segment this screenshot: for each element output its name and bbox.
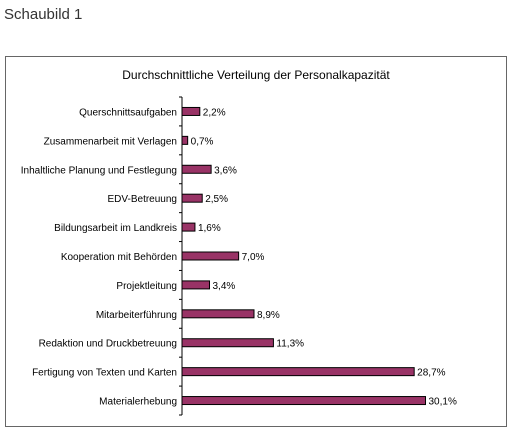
data-label: 7,0% (242, 252, 265, 263)
data-label: 2,2% (203, 107, 226, 118)
data-label: 2,5% (205, 194, 228, 205)
bar-chart: Durchschnittliche Verteilung der Persona… (21, 68, 457, 416)
category-label: Zusammenarbeit mit Verlagen (44, 136, 177, 147)
category-label: Bildungsarbeit im Landkreis (54, 223, 177, 234)
category-label: Redaktion und Druckbetreuung (39, 339, 177, 350)
data-label: 30,1% (429, 397, 457, 408)
bar (181, 193, 203, 203)
data-label: 3,6% (214, 165, 237, 176)
bar (181, 396, 427, 406)
bar (181, 222, 196, 232)
bar (181, 338, 274, 348)
data-label: 8,9% (257, 310, 280, 321)
page-heading: Schaubild 1 (4, 6, 83, 23)
category-label: Materialerhebung (99, 397, 177, 408)
bars-layer: Querschnittsaufgaben 2,2% Zusammenarbeit m… (21, 96, 457, 416)
bar (181, 106, 201, 116)
chart-frame: Durchschnittliche Verteilung der Persona… (5, 56, 507, 427)
data-label: 0,7% (191, 136, 214, 147)
category-label: Kooperation mit Behörden (61, 252, 177, 263)
category-label: Querschnittsaufgaben (79, 107, 177, 118)
bar (181, 280, 211, 290)
data-label: 28,7% (417, 368, 445, 379)
category-label: Mitarbeiterführung (96, 310, 177, 321)
category-label: Inhaltliche Planung und Festlegung (21, 165, 177, 176)
bar (181, 309, 255, 319)
data-label: 1,6% (198, 223, 221, 234)
category-label: EDV-Betreuung (108, 194, 178, 205)
bar (181, 164, 212, 174)
bar (181, 135, 189, 145)
bar (181, 251, 240, 261)
data-label: 3,4% (213, 281, 236, 292)
bar (181, 367, 415, 377)
category-label: Projektleitung (116, 281, 177, 292)
chart-title: Durchschnittliche Verteilung der Persona… (122, 68, 390, 82)
category-label: Fertigung von Texten und Karten (32, 368, 177, 379)
data-label: 11,3% (276, 339, 304, 350)
